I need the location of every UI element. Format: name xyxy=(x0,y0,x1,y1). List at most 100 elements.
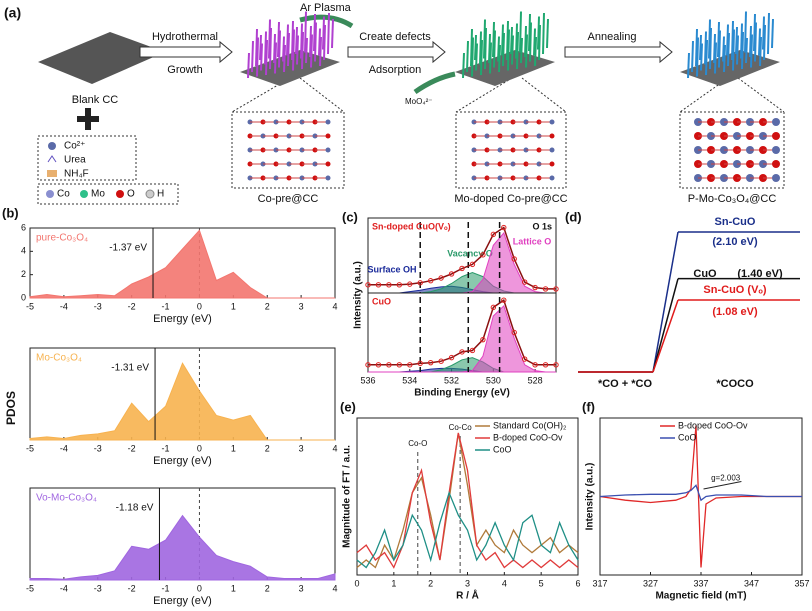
nanowire xyxy=(691,40,694,73)
nanowire xyxy=(511,35,514,65)
nanowire xyxy=(323,24,326,61)
blank-cc xyxy=(38,32,165,84)
nanowire xyxy=(327,12,330,55)
data-point xyxy=(501,224,507,231)
fit-line xyxy=(368,226,556,290)
x-tick-label: 534 xyxy=(402,375,417,385)
nanowire xyxy=(717,21,720,58)
nanowire xyxy=(705,39,708,76)
marker-label: -1.37 eV xyxy=(109,243,147,254)
x-tick-label: *COCO xyxy=(716,378,754,390)
nanowire xyxy=(762,16,765,50)
label: Mo-doped Co-pre@CC xyxy=(454,193,567,205)
nanowire xyxy=(310,34,313,68)
nanowire xyxy=(735,26,738,55)
icon xyxy=(47,170,57,177)
nanowire xyxy=(696,37,699,77)
nanowire xyxy=(309,25,312,58)
label: Mo xyxy=(91,189,105,200)
data-point xyxy=(375,282,382,288)
icon xyxy=(116,190,124,198)
label: Growth xyxy=(167,64,202,76)
nanowire xyxy=(489,42,492,74)
nanowire xyxy=(753,13,756,52)
label: Co-pre@CC xyxy=(258,193,319,205)
nanowire xyxy=(506,20,509,61)
nanowire xyxy=(277,21,280,58)
nanowire xyxy=(749,25,752,58)
nanowire xyxy=(754,22,757,62)
y-axis-label: Magnitude of FT / a.u. xyxy=(342,445,353,548)
atom xyxy=(549,119,555,125)
nanowire xyxy=(515,23,518,59)
nanowire xyxy=(260,43,263,71)
nanowire xyxy=(492,21,495,58)
chart-title: pure-Co₃O₄ xyxy=(36,233,88,244)
x-tick-label: 1 xyxy=(391,578,396,588)
x-tick-label: -5 xyxy=(26,301,34,311)
y-tick-label: 6 xyxy=(21,222,26,232)
x-tick-label: 0 xyxy=(197,443,202,453)
nanowire xyxy=(537,16,540,50)
x-tick-label: 337 xyxy=(693,578,708,588)
label: Urea xyxy=(64,155,86,166)
label: Co²⁺ xyxy=(64,141,85,152)
area xyxy=(29,514,336,581)
data-point xyxy=(375,362,382,368)
nanowire xyxy=(274,42,277,74)
x-tick-label: 4 xyxy=(332,443,337,453)
label: Ar Plasma xyxy=(300,2,352,14)
x-tick-label: -1 xyxy=(162,301,170,311)
nanowire xyxy=(292,29,295,71)
x-tick-label: -2 xyxy=(128,301,136,311)
data-point xyxy=(459,265,465,272)
data-point xyxy=(521,356,528,362)
data-point xyxy=(480,252,486,258)
nanowire xyxy=(319,36,322,67)
nanowire xyxy=(763,24,766,61)
data-point xyxy=(438,275,444,281)
x-tick-label: 0 xyxy=(197,583,202,593)
data-point xyxy=(511,256,517,262)
data-point xyxy=(469,261,476,268)
nanowire xyxy=(519,11,522,53)
data-point xyxy=(459,349,465,355)
nanowire xyxy=(732,29,735,71)
atom xyxy=(549,175,555,181)
x-tick-label: -1 xyxy=(162,583,170,593)
nanowire xyxy=(498,44,501,73)
series-line xyxy=(356,432,579,569)
connector xyxy=(652,278,679,373)
nanowire xyxy=(516,31,519,70)
nanowire xyxy=(286,24,289,56)
x-tick-label: 532 xyxy=(444,375,459,385)
x-axis-label: Binding Energy (eV) xyxy=(414,388,510,399)
nanowire xyxy=(475,43,478,71)
nanowire xyxy=(723,44,726,73)
nanowire xyxy=(479,31,482,65)
nanowire xyxy=(695,28,698,67)
nanowire xyxy=(282,36,285,62)
x-tick-label: -4 xyxy=(60,583,68,593)
panel-label: (a) xyxy=(4,5,21,21)
legend-label: B-doped CoO-Ov xyxy=(678,420,748,430)
series-line xyxy=(599,425,802,568)
nanowire xyxy=(471,37,474,77)
nanowire xyxy=(283,44,286,73)
x-tick-label: -4 xyxy=(60,443,68,453)
atom xyxy=(772,146,780,154)
fit-line xyxy=(368,299,556,366)
nanowire xyxy=(546,18,549,49)
nanowire xyxy=(534,36,537,67)
nanowire xyxy=(507,29,510,71)
nanowire xyxy=(474,34,477,61)
x-tick-label: -5 xyxy=(26,443,34,453)
nanowire xyxy=(687,52,690,79)
nanowire xyxy=(268,19,271,59)
data-point xyxy=(396,282,403,288)
nanowire xyxy=(313,13,316,52)
nanowire xyxy=(497,36,500,62)
nanowire xyxy=(247,52,250,79)
x-tick-label: -5 xyxy=(26,583,34,593)
nanowire xyxy=(470,28,473,67)
